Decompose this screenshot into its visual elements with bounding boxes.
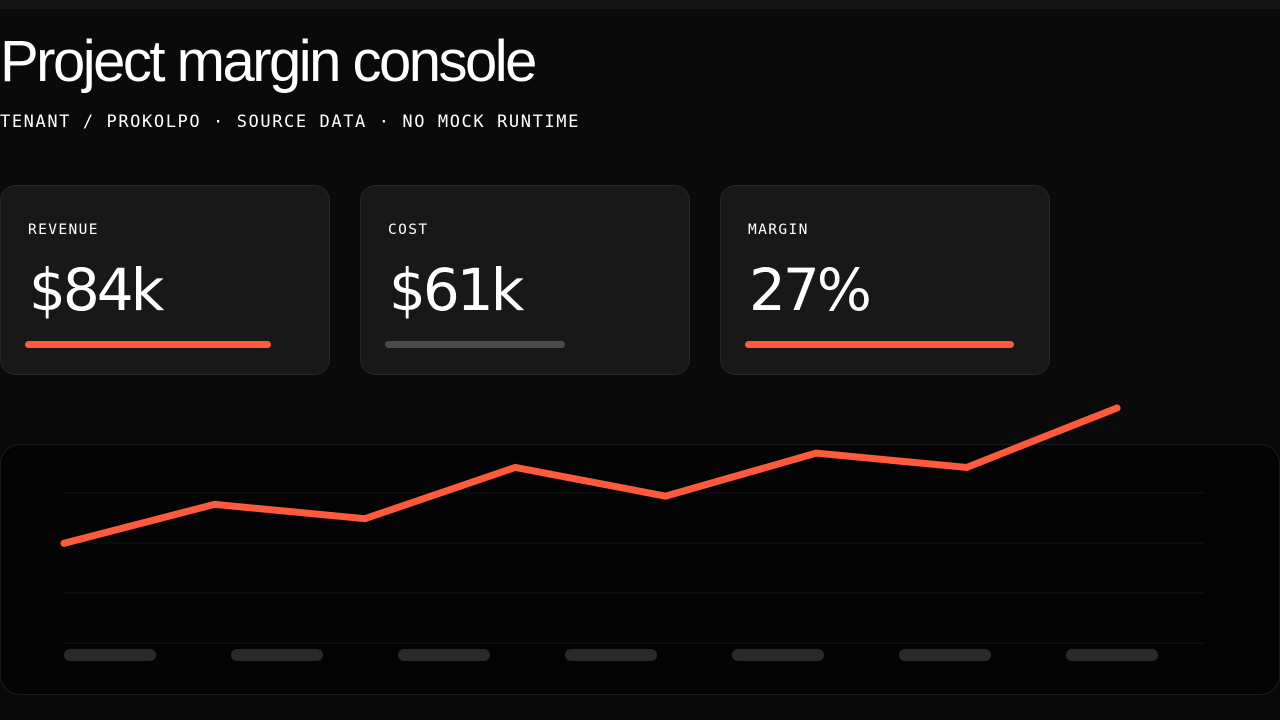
metric-card-revenue: REVENUE $84k — [0, 185, 330, 375]
page-subtitle: TENANT / PROKOLPO · SOURCE DATA · NO MOC… — [0, 112, 580, 132]
metric-bar — [25, 341, 271, 348]
page-title: Project margin console — [0, 29, 537, 94]
metric-label: COST — [388, 222, 429, 238]
top-bar — [0, 0, 1280, 9]
metric-bar — [745, 341, 1014, 348]
metric-value: 27% — [749, 256, 872, 324]
metric-label: MARGIN — [748, 222, 809, 238]
metric-card-cost: COST $61k — [360, 185, 690, 375]
metric-label: REVENUE — [28, 222, 99, 238]
metric-card-margin: MARGIN 27% — [720, 185, 1050, 375]
data-point — [1113, 404, 1121, 412]
metric-bar — [385, 341, 565, 348]
metric-value: $84k — [29, 256, 164, 324]
chart-panel — [0, 444, 1280, 695]
metric-value: $61k — [389, 256, 524, 324]
